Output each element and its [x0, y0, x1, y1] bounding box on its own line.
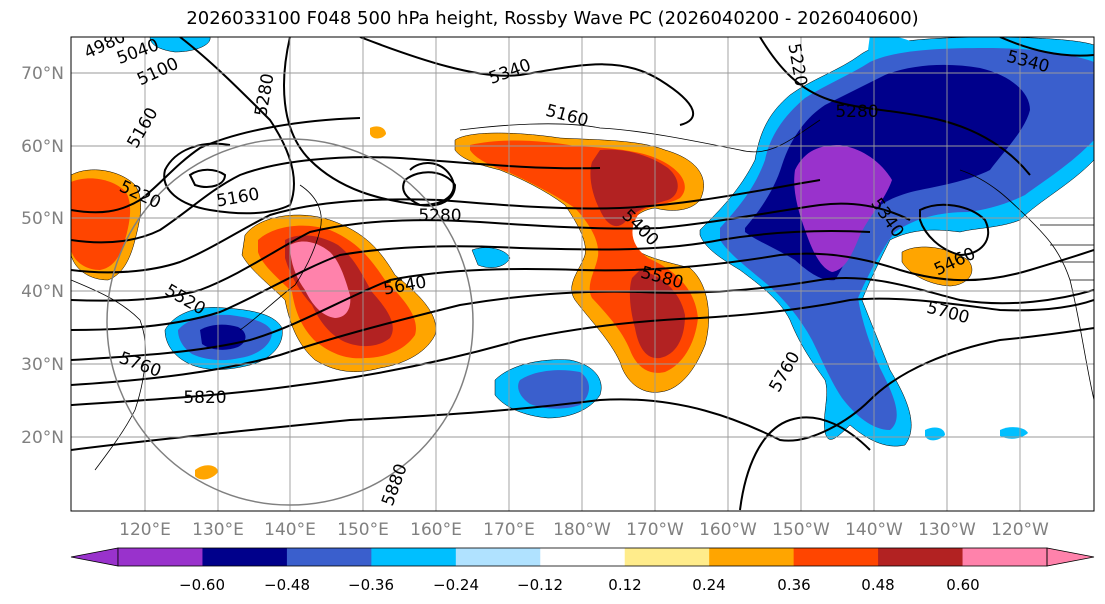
- colorbar-swatch: [962, 548, 1048, 566]
- lon-label: 160°W: [699, 520, 757, 540]
- lon-label: 170°W: [626, 520, 684, 540]
- colorbar-swatch: [286, 548, 372, 566]
- lon-labels: 120°E 130°E 140°E 150°E 160°E 170°E 180°…: [119, 520, 1049, 540]
- colorbar-tick-label: −0.60: [179, 576, 225, 594]
- colorbar-tick-label: −0.12: [517, 576, 563, 594]
- lon-label: 120°E: [119, 520, 171, 540]
- colorbar-tick-label: 0.48: [861, 576, 894, 594]
- lon-label: 140°E: [264, 520, 316, 540]
- lat-label: 50°N: [21, 209, 64, 229]
- colorbar-tick-label: −0.36: [348, 576, 394, 594]
- colorbar-arrow-max: [1046, 547, 1095, 567]
- colorbar-swatch: [878, 548, 964, 566]
- colorbar-swatch: [540, 548, 626, 566]
- colorbar-tick-label: 0.24: [692, 576, 725, 594]
- lon-label: 140°W: [845, 520, 903, 540]
- colorbar-tick-label: −0.24: [433, 576, 479, 594]
- lon-label: 160°E: [410, 520, 462, 540]
- lat-labels: 20°N 30°N 40°N 50°N 60°N 70°N: [21, 64, 64, 448]
- lon-label: 150°E: [337, 520, 389, 540]
- contour-label: 5820: [183, 388, 226, 408]
- lat-label: 20°N: [21, 428, 64, 448]
- height-contours: [71, 37, 1094, 511]
- lon-label: 120°W: [991, 520, 1049, 540]
- contour-label: 5280: [835, 102, 878, 122]
- figure-title: 2026033100 F048 500 hPa height, Rossby W…: [186, 8, 919, 29]
- colorbar-tick-label: 0.60: [946, 576, 979, 594]
- lon-label: 180°W: [553, 520, 611, 540]
- contour-label: 5280: [418, 206, 461, 226]
- lon-label: 170°E: [483, 520, 535, 540]
- lat-label: 70°N: [21, 64, 64, 84]
- colorbar-swatch: [202, 548, 288, 566]
- colorbar-tick-label: 0.12: [608, 576, 641, 594]
- colorbar-frame: [117, 547, 1048, 567]
- colorbar-ticks: −0.60 −0.48 −0.36 −0.24 −0.12 0.12 0.24 …: [179, 576, 980, 594]
- lon-label: 130°E: [192, 520, 244, 540]
- colorbar: [70, 547, 1095, 567]
- colorbar-arrow-min: [70, 547, 119, 567]
- colorbar-swatch: [709, 548, 795, 566]
- lat-label: 40°N: [21, 282, 64, 302]
- colorbar-swatch: [793, 548, 879, 566]
- colorbar-swatch: [624, 548, 710, 566]
- lon-label: 150°W: [772, 520, 830, 540]
- colorbar-swatch: [371, 548, 457, 566]
- lat-label: 60°N: [21, 137, 64, 157]
- colorbar-swatch: [455, 548, 541, 566]
- colorbar-tick-label: −0.48: [264, 576, 310, 594]
- gridlines: [71, 37, 1094, 511]
- colorbar-tick-label: 0.36: [777, 576, 810, 594]
- reference-circle: [106, 138, 474, 506]
- lon-label: 130°W: [918, 520, 976, 540]
- map-frame: [70, 36, 1095, 512]
- lat-label: 30°N: [21, 355, 64, 375]
- colorbar-swatch: [118, 548, 203, 566]
